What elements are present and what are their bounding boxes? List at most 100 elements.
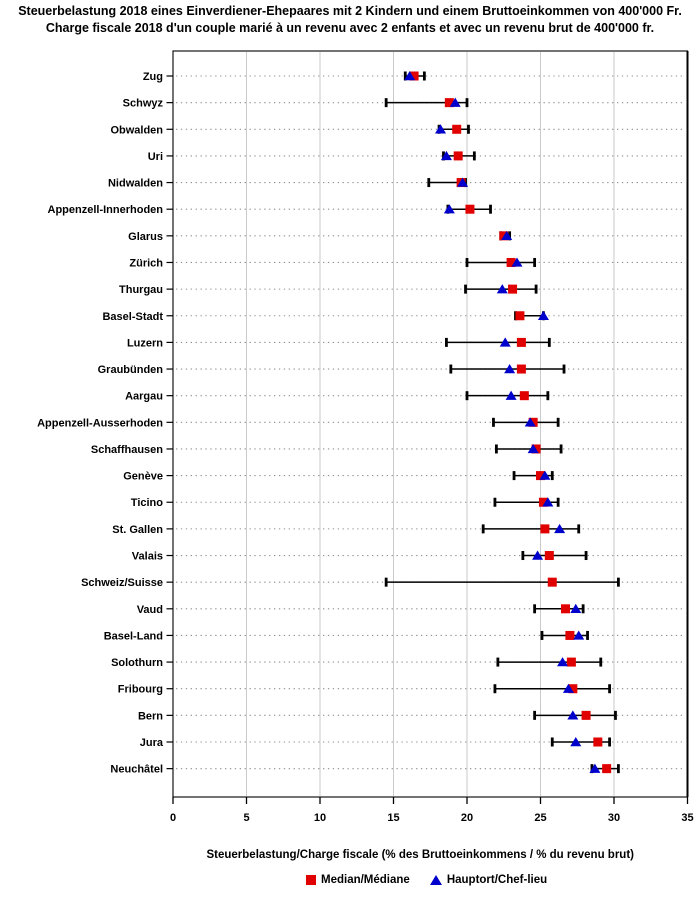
x-axis-tick-label: 0 bbox=[170, 812, 176, 824]
canton-row: Thurgau bbox=[119, 284, 685, 296]
range-cap-max bbox=[562, 364, 566, 374]
y-axis-label: Aargau bbox=[125, 391, 163, 403]
median-marker bbox=[453, 151, 463, 161]
canton-row: St. Gallen bbox=[112, 523, 685, 536]
canton-row: Schaffhausen bbox=[91, 443, 685, 456]
x-axis-tick-label: 10 bbox=[314, 812, 326, 824]
canton-row: Jura bbox=[140, 737, 685, 749]
capital-marker bbox=[501, 230, 513, 241]
median-marker bbox=[538, 497, 548, 507]
canton-row: Nidwalden bbox=[108, 177, 685, 190]
range-cap-max bbox=[608, 737, 611, 747]
y-axis-label: Zug bbox=[143, 71, 163, 83]
range-cap-max bbox=[608, 684, 611, 694]
y-axis-label: Appenzell-Innerhoden bbox=[48, 204, 164, 216]
capital-marker bbox=[570, 737, 582, 747]
capital-marker bbox=[554, 523, 566, 534]
capital-marker bbox=[496, 284, 508, 294]
canton-row: Vaud bbox=[137, 603, 685, 616]
y-axis-label: Luzern bbox=[127, 337, 163, 349]
median-marker bbox=[515, 311, 525, 321]
median-marker bbox=[560, 604, 570, 614]
y-axis-label: Glarus bbox=[128, 231, 163, 243]
range-cap-min bbox=[533, 710, 537, 720]
median-marker bbox=[568, 684, 578, 694]
median-marker bbox=[519, 391, 529, 401]
canton-row: Solothurn bbox=[111, 657, 685, 669]
range-cap-min bbox=[384, 98, 388, 108]
range-cap-min bbox=[465, 257, 469, 267]
range-cap-max bbox=[581, 604, 585, 614]
capital-marker bbox=[537, 310, 549, 320]
canton-row: Schweiz/Suisse bbox=[81, 577, 685, 589]
range-cap-max bbox=[617, 577, 620, 587]
range-cap-max bbox=[599, 657, 603, 667]
range-cap-max bbox=[489, 204, 492, 214]
canton-row: Zug bbox=[143, 71, 685, 83]
canton-row: Valais bbox=[132, 550, 685, 563]
median-marker bbox=[540, 524, 550, 534]
range-cap-max bbox=[533, 257, 537, 267]
capital-marker bbox=[532, 550, 544, 560]
y-axis-label: Zürich bbox=[129, 257, 163, 269]
capital-marker bbox=[404, 71, 416, 81]
range-cap-max bbox=[534, 284, 538, 294]
range-cap-min bbox=[512, 471, 516, 481]
range-cap-min bbox=[465, 391, 469, 401]
y-axis-label: Nidwalden bbox=[108, 178, 163, 190]
y-axis-label: Schaffhausen bbox=[91, 444, 163, 456]
median-marker bbox=[409, 71, 419, 81]
median-marker bbox=[544, 551, 554, 561]
x-axis-tick-label: 35 bbox=[681, 812, 693, 824]
y-axis-label: St. Gallen bbox=[112, 524, 163, 536]
range-cap-min bbox=[427, 178, 431, 188]
canton-row: Appenzell-Innerhoden bbox=[48, 204, 685, 216]
y-axis-label: Bern bbox=[138, 710, 163, 722]
y-axis-label: Obwalden bbox=[110, 124, 163, 136]
range-cap-max bbox=[465, 98, 469, 108]
capital-marker bbox=[589, 763, 601, 773]
median-marker bbox=[593, 737, 603, 747]
capital-marker bbox=[440, 150, 452, 161]
range-cap-min bbox=[403, 71, 407, 81]
capital-marker bbox=[511, 257, 523, 267]
median-marker bbox=[452, 124, 462, 134]
capital-marker bbox=[527, 443, 539, 454]
range-cap-max bbox=[617, 764, 620, 774]
range-cap-max bbox=[559, 444, 563, 454]
canton-row: Glarus bbox=[128, 230, 685, 243]
canton-row: Ticino bbox=[131, 497, 685, 509]
median-marker bbox=[516, 337, 526, 347]
range-cap-max bbox=[472, 151, 476, 161]
range-cap-max bbox=[577, 524, 581, 534]
median-marker bbox=[565, 630, 575, 640]
canton-row: Fribourg bbox=[118, 683, 685, 696]
range-cap-min bbox=[495, 444, 498, 454]
range-cap-min bbox=[493, 497, 497, 507]
y-axis-label: Fribourg bbox=[118, 684, 163, 696]
canton-row: Luzern bbox=[127, 337, 685, 349]
capital-marker bbox=[570, 603, 582, 613]
x-axis-tick-label: 25 bbox=[534, 812, 546, 824]
range-cap-min bbox=[492, 417, 495, 427]
legend-item-median: Median/Médiane bbox=[306, 874, 410, 886]
canton-row: Aargau bbox=[125, 390, 685, 403]
chart-title-line-1: Steuerbelastung 2018 eines Einverdiener-… bbox=[18, 4, 682, 18]
capital-marker bbox=[562, 683, 574, 693]
y-axis-label: Schwyz bbox=[123, 98, 164, 110]
y-axis-label: Schweiz/Suisse bbox=[81, 577, 163, 589]
chart-legend: Median/Médiane Hauptort/Chef-lieu bbox=[306, 874, 547, 886]
range-cap-max bbox=[586, 630, 589, 640]
chart-title: Steuerbelastung 2018 eines Einverdiener-… bbox=[0, 3, 700, 37]
range-cap-min bbox=[496, 657, 500, 667]
x-axis-tick-label: 5 bbox=[243, 812, 249, 824]
range-cap-min bbox=[384, 577, 388, 587]
range-cap-max bbox=[467, 124, 470, 134]
median-marker bbox=[508, 284, 518, 294]
capital-marker bbox=[542, 497, 554, 507]
range-cap-max bbox=[584, 551, 588, 561]
y-axis-label: Solothurn bbox=[111, 657, 163, 669]
x-axis-tick-label: 30 bbox=[608, 812, 620, 824]
